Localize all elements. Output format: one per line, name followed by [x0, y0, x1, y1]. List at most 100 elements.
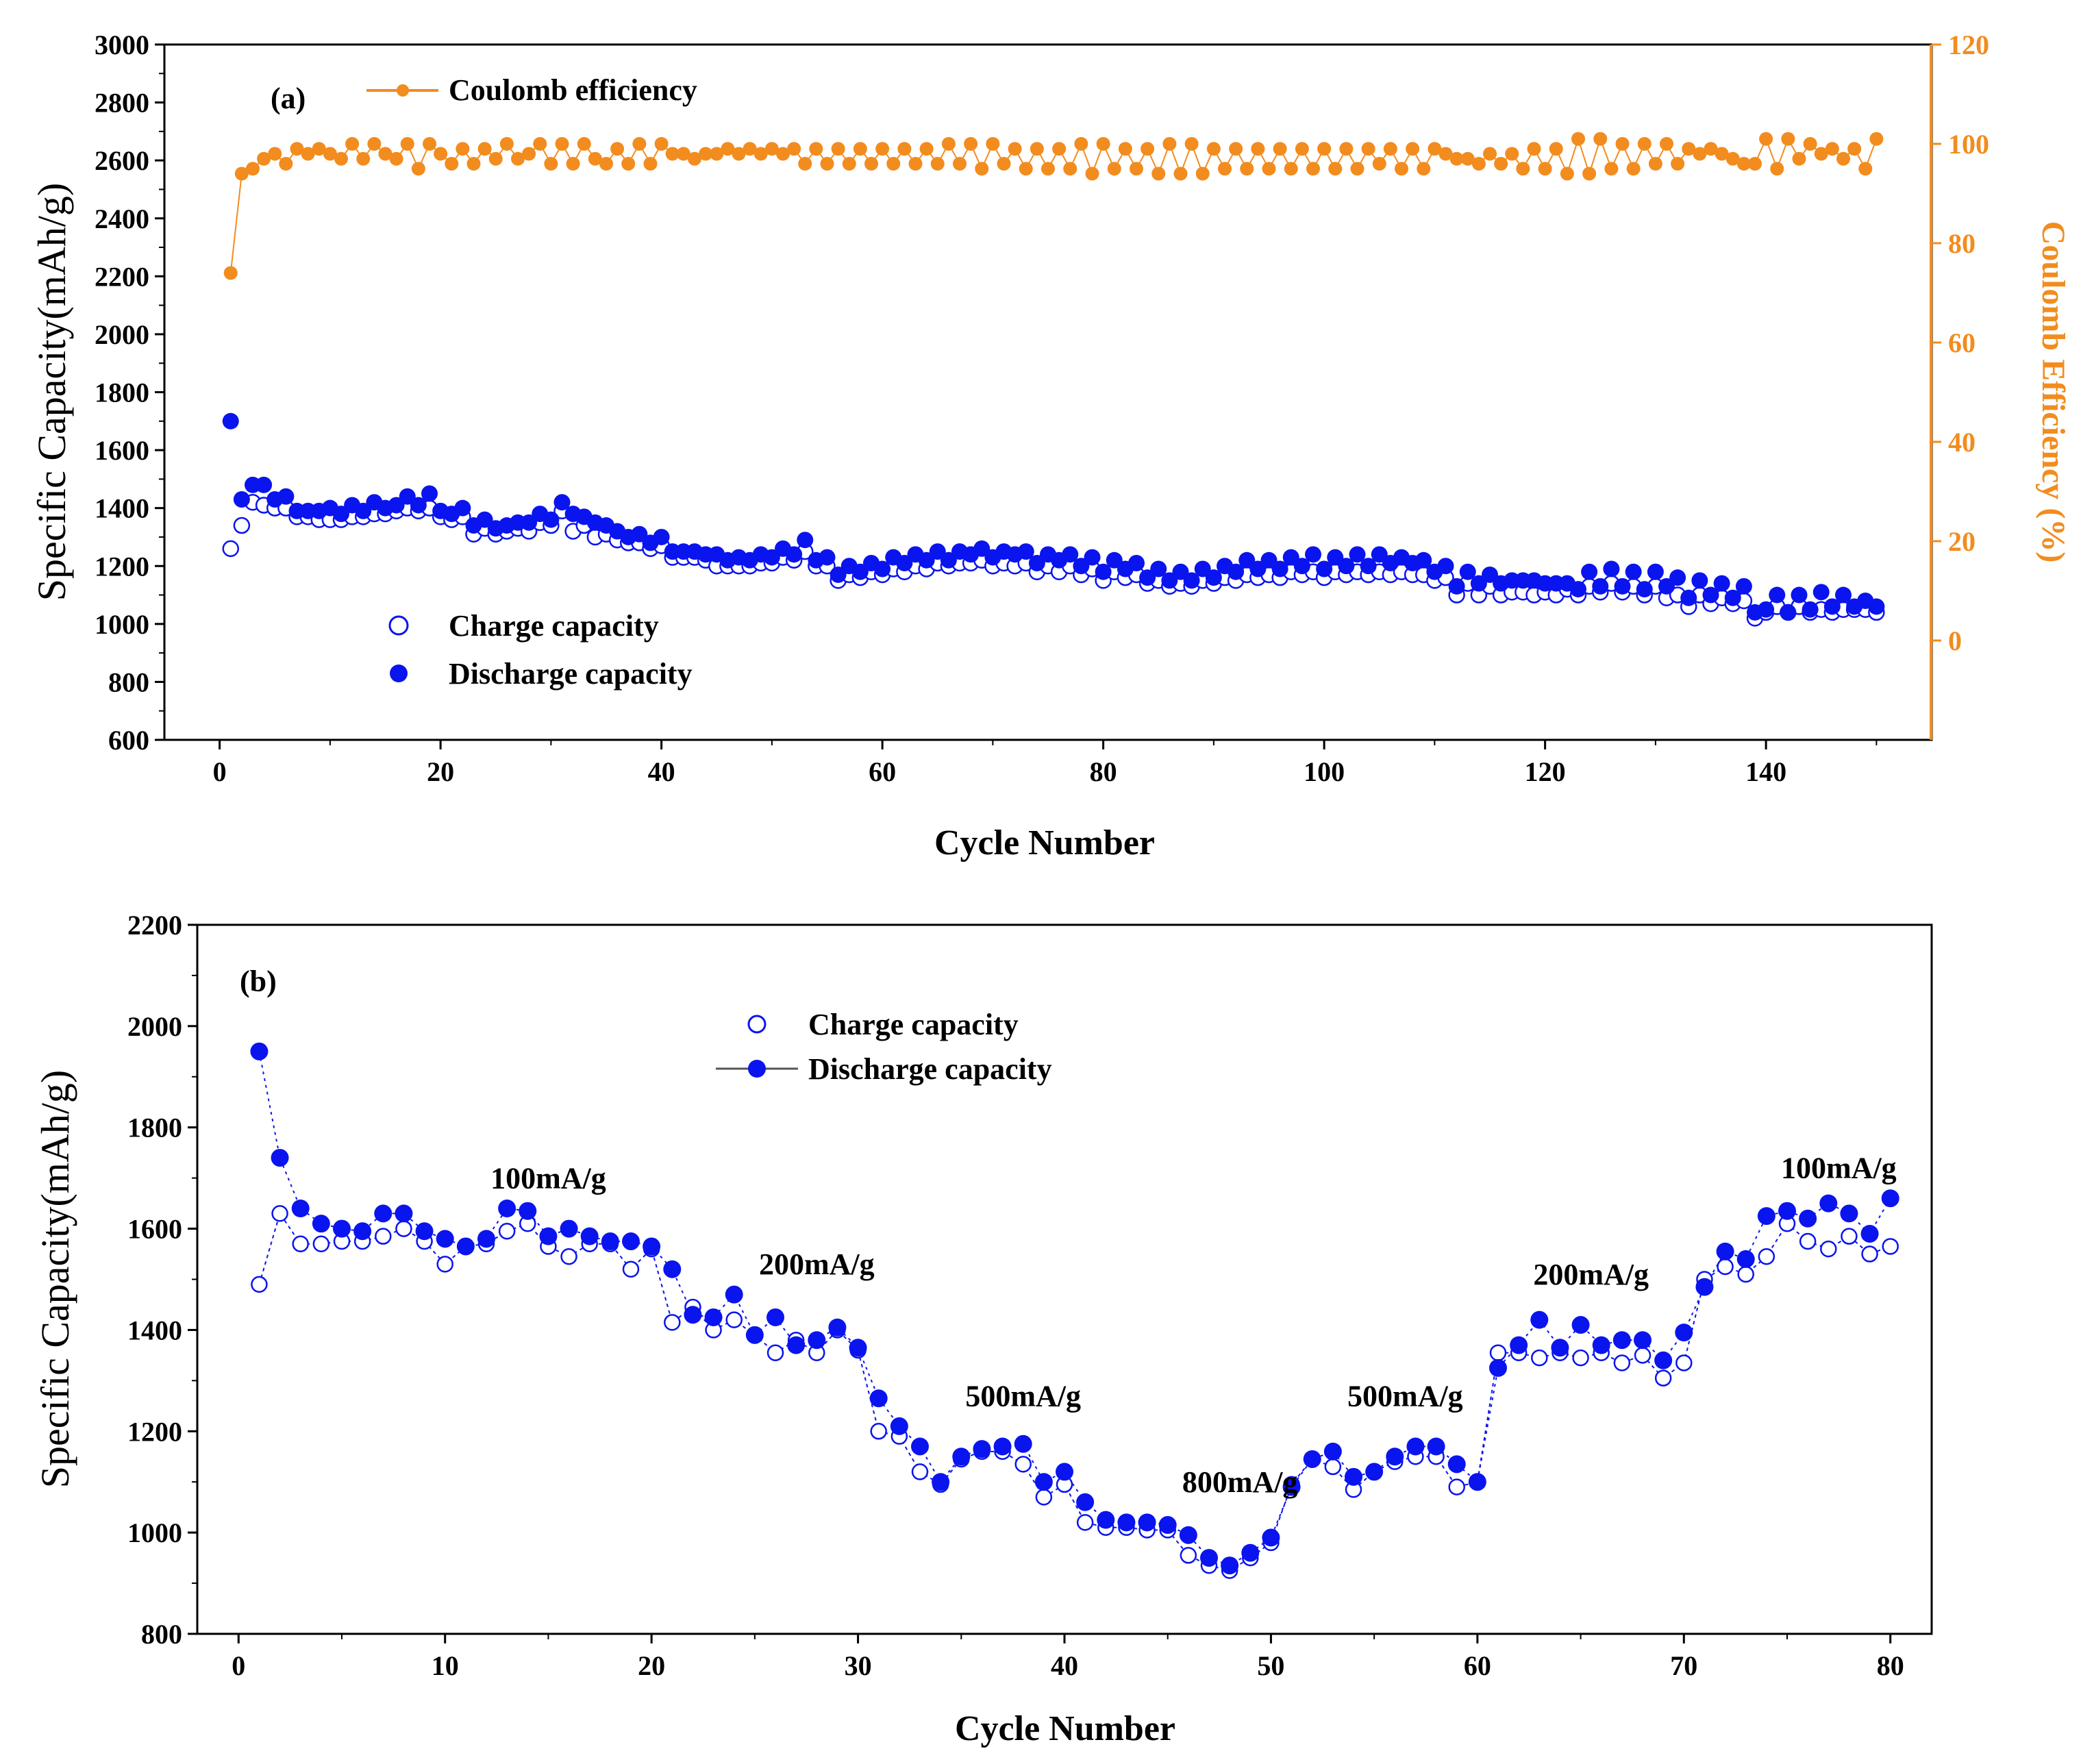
- efficiency-point: [688, 151, 701, 166]
- charge-capacity-point: [1572, 1349, 1589, 1367]
- charge-capacity-point: [1717, 1258, 1734, 1276]
- discharge-capacity-point: [1327, 549, 1344, 566]
- charge-capacity-point: [1841, 1228, 1858, 1245]
- charge-capacity-point: [498, 1223, 516, 1240]
- discharge-capacity-point: [1551, 1339, 1569, 1357]
- discharge-capacity-point: [1282, 549, 1299, 566]
- discharge-capacity-point: [1603, 560, 1620, 577]
- discharge-capacity-point: [1581, 563, 1598, 580]
- panel-b-marks: [250, 1042, 1899, 1579]
- efficiency-point: [1273, 142, 1287, 156]
- efficiency-point: [1019, 162, 1033, 176]
- discharge-capacity-point: [1716, 1242, 1734, 1260]
- x-tick-label: 70: [1670, 1650, 1697, 1681]
- panel-b-y-ticks: 800 1000 1200 1400 1600 1800 2000 2200: [127, 910, 197, 1650]
- efficiency-point: [1471, 157, 1486, 171]
- efficiency-point: [886, 157, 901, 171]
- discharge-capacity-point: [277, 488, 295, 505]
- x-tick-label: 60: [1464, 1650, 1491, 1681]
- discharge-capacity-point: [333, 506, 349, 523]
- discharge-capacity-point: [1338, 558, 1355, 575]
- efficiency-point: [1560, 166, 1574, 181]
- panel-b-legend-discharge: Discharge capacity: [716, 1052, 1052, 1086]
- panel-a-x-ticks: 0 20 40 60 80 100 120 140: [213, 740, 1878, 787]
- charge-capacity-point: [271, 1205, 288, 1222]
- y-tick-label: 2600: [95, 145, 149, 176]
- panel-a-marks: [222, 132, 1885, 627]
- discharge-capacity-point: [1158, 1516, 1177, 1535]
- discharge-capacity-point: [918, 551, 935, 569]
- discharge-capacity-point: [1056, 1463, 1073, 1481]
- efficiency-point: [1130, 162, 1143, 176]
- panel-a-y2-axis-label: Coulomb Efficiency (%): [2035, 221, 2071, 563]
- efficiency-point: [1814, 147, 1828, 161]
- discharge-capacity-point: [929, 543, 946, 560]
- efficiency-point: [643, 157, 658, 171]
- efficiency-point: [1549, 142, 1563, 156]
- y-tick-label: 2200: [95, 261, 149, 292]
- discharge-capacity-point: [1262, 1528, 1280, 1547]
- discharge-capacity-point: [993, 1437, 1012, 1456]
- x-tick-label: 140: [1745, 756, 1786, 787]
- discharge-capacity-point: [786, 546, 803, 563]
- efficiency-point: [975, 162, 989, 176]
- efficiency-point: [1538, 162, 1552, 176]
- efficiency-point: [809, 142, 823, 156]
- discharge-capacity-point: [1713, 575, 1730, 592]
- efficiency-point: [941, 137, 956, 151]
- efficiency-point: [356, 151, 371, 166]
- charge-capacity-point: [911, 1463, 929, 1480]
- current-density-annotation: 800mA/g: [1182, 1465, 1298, 1499]
- discharge-capacity-point: [1194, 560, 1211, 577]
- efficiency-point: [1571, 132, 1585, 146]
- y-tick-label: 3000: [95, 29, 149, 60]
- efficiency-point: [445, 157, 459, 171]
- legend-b-charge-label: Charge capacity: [808, 1008, 1019, 1041]
- discharge-capacity-point: [1293, 558, 1310, 575]
- discharge-capacity-point: [1592, 577, 1609, 595]
- y-tick-label: 1400: [127, 1315, 182, 1345]
- panel-a-y2-ticks: 0 20 40 60 80 100 120: [1932, 29, 1989, 656]
- efficiency-point: [1030, 142, 1044, 156]
- y-tick-label: 2200: [127, 910, 182, 941]
- current-density-annotation: 200mA/g: [1533, 1258, 1649, 1291]
- legend-b-discharge-label: Discharge capacity: [808, 1052, 1052, 1086]
- discharge-capacity-point: [256, 476, 273, 493]
- efficiency-point: [1582, 166, 1597, 181]
- discharge-capacity-point: [454, 499, 471, 517]
- efficiency-point: [522, 147, 536, 161]
- legend-b-charge-marker: [747, 1015, 767, 1034]
- discharge-capacity-point: [410, 497, 427, 514]
- panel-b-frame: [196, 923, 1933, 1635]
- discharge-capacity-point: [1625, 563, 1642, 580]
- discharge-capacity-point: [631, 525, 648, 543]
- discharge-capacity-point: [1636, 581, 1653, 598]
- discharge-capacity-point: [1780, 604, 1797, 621]
- charge-capacity-point: [622, 1260, 640, 1278]
- discharge-capacity-point: [476, 511, 493, 528]
- discharge-capacity-point: [1017, 543, 1034, 560]
- discharge-capacity-point: [1812, 584, 1830, 601]
- efficiency-point: [1074, 137, 1088, 151]
- discharge-capacity-point: [1791, 586, 1808, 604]
- efficiency-point: [1428, 142, 1442, 156]
- legend-charge-marker: [388, 615, 409, 636]
- efficiency-point: [1527, 142, 1541, 156]
- efficiency-point: [223, 266, 238, 280]
- current-density-annotation: 100mA/g: [1781, 1152, 1897, 1185]
- efficiency-point: [1361, 142, 1375, 156]
- efficiency-point: [1615, 137, 1630, 151]
- charge-capacity-point: [1675, 1354, 1693, 1371]
- discharge-capacity-point: [399, 488, 416, 505]
- discharge-capacity-point: [819, 549, 836, 566]
- discharge-capacity-point: [851, 563, 869, 580]
- discharge-capacity-point: [1647, 563, 1664, 580]
- discharge-capacity-point: [1271, 560, 1288, 577]
- panel-b-chart: 800 1000 1200 1400 1600 1800 2000 2200 0 10 20 30 4…: [33, 910, 1933, 1748]
- efficiency-point: [1350, 162, 1365, 176]
- discharge-capacity-point: [896, 555, 913, 572]
- discharge-capacity-point: [1860, 1224, 1879, 1243]
- efficiency-point: [1383, 142, 1397, 156]
- discharge-capacity-point: [874, 560, 891, 577]
- discharge-capacity-point: [1316, 560, 1333, 577]
